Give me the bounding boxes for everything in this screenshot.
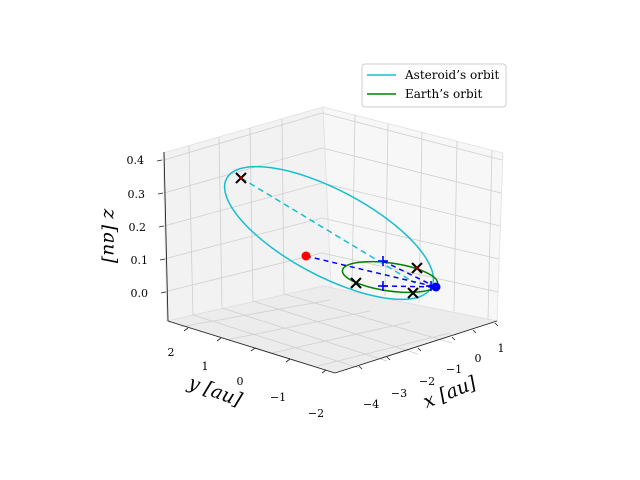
legend: Asteroid’s orbit Earth’s orbit <box>361 63 507 108</box>
grid-floor-y-1 <box>179 299 331 328</box>
z-tick-mark-1 <box>159 258 166 261</box>
z-tick-mark-3 <box>157 192 164 195</box>
cross-marker-earth-bottom <box>407 287 419 299</box>
z-tick-label-4: 0.4 <box>127 154 145 167</box>
blue-point <box>431 282 441 292</box>
pane-faces <box>162 106 504 374</box>
grid-z-right-0 <box>321 252 499 293</box>
grid-v-left-2 <box>218 136 223 309</box>
y-tick-label-0: 0 <box>237 375 244 388</box>
grid-z-left-1 <box>163 217 323 260</box>
tick-marks <box>156 159 499 374</box>
cross-marker-earth-left <box>350 277 362 289</box>
x-tick-mark-m1 <box>451 336 456 341</box>
grid-z-right-2 <box>321 182 501 227</box>
x-tick-mark-m2 <box>417 347 422 352</box>
y-tick-label-m2: −2 <box>308 407 324 420</box>
x-axis-line <box>334 320 498 374</box>
grid-v-right-1 <box>351 114 356 290</box>
asteroid-dashed-line <box>240 177 416 284</box>
y-tick-mark-1 <box>216 337 222 342</box>
grid-z-left-4 <box>163 112 323 161</box>
x-tick-mark-m4 <box>358 365 363 370</box>
grid-v-left-1 <box>188 145 194 316</box>
grid-floor-x-3 <box>252 300 419 355</box>
y-tick-mark-m2 <box>321 369 327 374</box>
axis-lines <box>163 151 498 374</box>
z-tick-mark-2 <box>158 225 165 228</box>
x-tick-label-m1: −1 <box>446 363 462 376</box>
y-tick-mark-0 <box>250 347 256 352</box>
connection-lines <box>240 177 437 288</box>
tick-labels: 0.0 0.1 0.2 0.3 0.4 2 1 0 −1 −2 −4 −3 −2… <box>127 154 505 420</box>
z-tick-label-0: 0.0 <box>131 287 149 300</box>
z-tick-label-2: 0.2 <box>129 221 147 234</box>
y-tick-label-m1: −1 <box>270 391 286 404</box>
y-tick-label-1: 1 <box>202 360 209 373</box>
y-tick-mark-2 <box>183 327 189 332</box>
grid-v-right-3 <box>418 131 423 304</box>
y-axis-line <box>167 320 336 374</box>
x-tick-mark-m3 <box>386 356 391 361</box>
z-axis-label: z [au] <box>99 208 121 264</box>
grid-v-right-2 <box>384 123 389 297</box>
blue-dashed-line-upper <box>305 255 437 288</box>
grid-z-left-0 <box>163 252 323 293</box>
z-axis-line <box>163 151 169 322</box>
x-tick-mark-1 <box>494 322 499 327</box>
z-tick-mark-0 <box>160 291 167 294</box>
z-tick-label-3: 0.3 <box>128 188 146 201</box>
markers <box>235 172 441 299</box>
cross-marker-right-dot <box>415 266 419 270</box>
grid-z-right-4 <box>321 112 503 161</box>
grid-z-right-3 <box>321 147 502 194</box>
y-tick-label-2: 2 <box>168 346 175 359</box>
x-tick-label-m4: −4 <box>363 398 379 411</box>
cross-marker-top-dot <box>239 176 243 180</box>
x-tick-label-0: 0 <box>475 352 482 365</box>
legend-label-earth: Earth’s orbit <box>405 87 482 101</box>
x-tick-mark-0 <box>472 329 477 334</box>
grid-floor-x-1 <box>192 314 360 369</box>
blue-dashed-line-right <box>382 260 437 288</box>
legend-box <box>361 63 507 108</box>
x-tick-label-1: 1 <box>498 342 505 355</box>
grid-v-left-4 <box>281 118 285 295</box>
z-tick-label-1: 0.1 <box>131 254 149 267</box>
grid-v-right-4 <box>453 140 458 312</box>
z-tick-mark-4 <box>156 159 163 162</box>
plus-marker-bottom <box>378 281 388 291</box>
grid-v-right-5 <box>487 149 493 320</box>
grid-v-left-3 <box>249 127 254 302</box>
grid-floor-y-4 <box>317 332 451 367</box>
grid-floor-y-3 <box>271 321 411 354</box>
y-tick-mark-m1 <box>285 358 291 363</box>
x-tick-label-m2: −2 <box>419 375 435 388</box>
legend-label-asteroid: Asteroid’s orbit <box>404 68 499 82</box>
plus-marker-top <box>378 256 388 266</box>
grid-floor-x-4 <box>283 293 453 344</box>
grid-floor-x-2 <box>221 307 388 362</box>
grid-floor-y-2 <box>225 310 371 341</box>
red-point <box>301 251 311 261</box>
x-tick-label-m3: −3 <box>391 387 407 400</box>
